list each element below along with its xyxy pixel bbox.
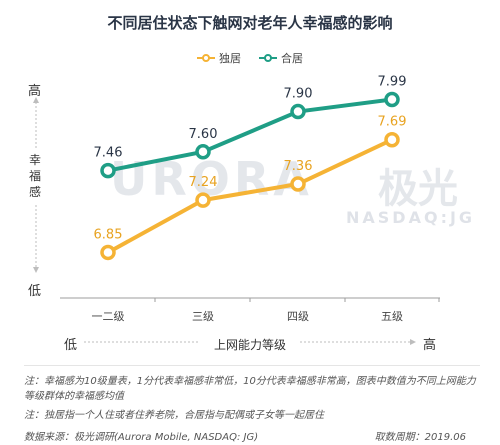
x-axis-high-label: 高 (423, 338, 437, 353)
period-text: 取数周期：2019.06 (374, 432, 466, 443)
note-definition: 注：独居指一个人住或者住养老院，合居指与配偶或子女等一起居住 (24, 410, 324, 421)
data-point-together (290, 103, 306, 120)
x-axis-arrowhead-right (410, 339, 416, 345)
series-line-alone (107, 137, 393, 255)
data-label-alone: 6.85 (94, 227, 123, 242)
data-point-alone (384, 131, 400, 148)
footer: 数据来源：极光调研(Aurora Mobile, NASDAQ: JG) 取数周… (24, 428, 484, 443)
data-label-alone: 7.69 (378, 115, 407, 130)
legend: 独居 合居 (0, 50, 500, 66)
data-label-together: 7.60 (189, 127, 218, 142)
y-axis-arrowhead-down (33, 267, 39, 273)
data-point-together (384, 91, 400, 108)
legend-item-alone[interactable]: 独居 (197, 50, 241, 66)
x-tick-label: 五级 (381, 310, 403, 323)
source-text: 数据来源：极光调研(Aurora Mobile, NASDAQ: JG) (24, 432, 259, 443)
series-line-together (107, 97, 393, 173)
legend-swatch-alone (197, 53, 215, 63)
x-tick-label: 三级 (192, 310, 214, 323)
x-tick-label: 一二级 (92, 310, 125, 323)
legend-label-together: 合居 (281, 52, 303, 65)
watermark-cn-text: 极光 (378, 166, 458, 212)
x-axis-title: 上网能力等级 (213, 338, 286, 352)
data-point-together (100, 162, 116, 179)
data-point-alone (290, 176, 306, 192)
plot-area: 一二级 三级 四级 五级 6.85 7.24 7.36 7.69 7.46 7.60 7.90 7.9… (92, 74, 440, 323)
y-axis-low-label: 低 (28, 284, 42, 299)
data-label-alone: 7.36 (284, 159, 313, 174)
data-label-together: 7.90 (284, 87, 313, 102)
legend-label-alone: 独居 (219, 52, 241, 65)
y-axis-title: 幸福感 (28, 153, 41, 199)
data-label-together: 7.99 (378, 74, 407, 89)
watermark-sub-text: NASDAQ:JG (346, 208, 476, 227)
chart-title: 不同居住状态下触网对老年人幸福感的影响 (107, 14, 393, 32)
data-point-alone (100, 244, 116, 261)
note-scale: 注：幸福感为10级量表，1分代表幸福感非常低，10分代表幸福感非常高，图表中数值… (24, 376, 476, 402)
x-tick-label: 四级 (287, 310, 309, 323)
data-label-alone: 7.24 (189, 175, 218, 190)
data-label-together: 7.46 (94, 146, 123, 161)
legend-item-together[interactable]: 合居 (259, 50, 303, 66)
axes (33, 97, 440, 345)
legend-swatch-together (259, 53, 277, 63)
y-axis-arrowhead-up (33, 97, 39, 103)
x-axis-low-label: 低 (64, 338, 78, 353)
y-axis-high-label: 高 (28, 84, 42, 99)
footer-divider (24, 365, 480, 366)
data-point-together (195, 144, 211, 160)
data-point-alone (195, 192, 211, 208)
